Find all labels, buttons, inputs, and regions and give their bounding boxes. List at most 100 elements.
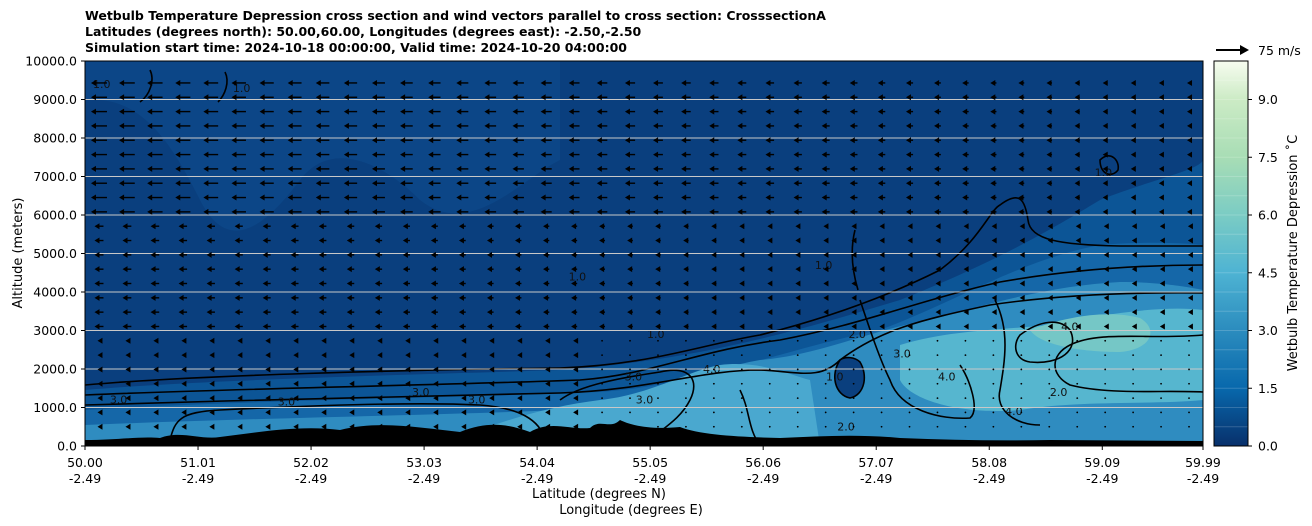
wind-vector-head bbox=[206, 266, 212, 273]
wind-vector-head bbox=[489, 409, 495, 416]
wind-vector-head bbox=[321, 380, 327, 387]
wind-vector-head bbox=[991, 309, 997, 316]
wind-vector-head bbox=[795, 323, 801, 330]
wind-vector-head bbox=[1103, 237, 1109, 244]
wind-vector-head bbox=[934, 180, 940, 187]
wind-vector-head bbox=[512, 151, 518, 158]
wind-vector-head bbox=[540, 137, 546, 144]
wind-vector-head bbox=[486, 323, 492, 330]
wind-vector-head bbox=[879, 266, 885, 273]
wind-vector-head bbox=[119, 94, 125, 101]
wind-vector-head bbox=[125, 380, 131, 387]
wind-vector-head bbox=[877, 180, 883, 187]
wind-vector bbox=[1020, 339, 1023, 342]
wind-vector-head bbox=[934, 194, 940, 201]
wind-vector-head bbox=[1159, 251, 1165, 258]
wind-vector bbox=[601, 397, 603, 399]
wind-vector-head bbox=[765, 79, 771, 86]
wind-vector-head bbox=[540, 122, 546, 129]
wind-vector bbox=[685, 382, 687, 385]
wind-vector-head bbox=[94, 237, 100, 244]
wind-vector-head bbox=[484, 94, 490, 101]
wind-vector-head bbox=[681, 108, 687, 115]
wind-vector-head bbox=[237, 352, 243, 359]
wind-vector-head bbox=[1158, 137, 1164, 144]
wind-vector-head bbox=[765, 151, 771, 158]
contour-label: 3.0 bbox=[468, 394, 486, 407]
wind-vector-head bbox=[823, 280, 829, 287]
wind-vector-head bbox=[851, 294, 857, 301]
wind-vector-head bbox=[372, 180, 378, 187]
wind-vector-head bbox=[290, 237, 296, 244]
wind-vector-head bbox=[377, 409, 383, 416]
wind-vector-head bbox=[1130, 108, 1136, 115]
wind-vector bbox=[1048, 354, 1051, 357]
wind-vector-head bbox=[484, 122, 490, 129]
wind-vector-head bbox=[934, 151, 940, 158]
x-axis-label-longitude: Longitude (degrees E) bbox=[559, 503, 703, 518]
wind-vector-head bbox=[237, 380, 243, 387]
wind-vector-head bbox=[428, 194, 434, 201]
wind-vector-head bbox=[94, 323, 100, 330]
wind-vector-head bbox=[349, 352, 355, 359]
wind-vector-head bbox=[372, 194, 378, 201]
wind-vector-head bbox=[290, 251, 296, 258]
wind-vector-head bbox=[681, 208, 687, 215]
wind-vector-head bbox=[428, 79, 434, 86]
wind-vector bbox=[1104, 354, 1107, 357]
wind-vector-head bbox=[400, 94, 406, 101]
gridlines bbox=[85, 99, 1203, 408]
wind-vector-head bbox=[97, 366, 103, 373]
wind-vector-head bbox=[991, 280, 997, 287]
wind-vector-head bbox=[456, 151, 462, 158]
wind-vector-head bbox=[377, 395, 383, 402]
wind-vector-head bbox=[178, 251, 184, 258]
wind-vector-head bbox=[573, 395, 579, 402]
wind-vector-head bbox=[1103, 223, 1109, 230]
wind-vector-head bbox=[287, 165, 293, 172]
wind-vector-head bbox=[374, 251, 380, 258]
wind-vector-head bbox=[1047, 323, 1053, 330]
wind-vector-head bbox=[318, 237, 324, 244]
wind-vector-head bbox=[259, 151, 265, 158]
wind-vector-head bbox=[1074, 94, 1080, 101]
wind-vector-head bbox=[150, 294, 156, 301]
wind-vector-head bbox=[97, 337, 103, 344]
wind-vector bbox=[1160, 382, 1162, 385]
wind-vector-head bbox=[458, 309, 464, 316]
wind-vector-head bbox=[599, 223, 605, 230]
wind-vector-head bbox=[877, 137, 883, 144]
wind-vector-head bbox=[1047, 309, 1053, 316]
contour-15 bbox=[217, 71, 228, 103]
wind-vector-head bbox=[515, 294, 521, 301]
wind-vector-head bbox=[851, 323, 857, 330]
wind-vector-head bbox=[90, 122, 96, 129]
wind-vector-head bbox=[262, 280, 268, 287]
wind-vector bbox=[1076, 411, 1079, 414]
x-tick-label-latitude: 59.99 bbox=[1185, 455, 1221, 470]
wind-vector bbox=[712, 382, 715, 385]
wind-vector-head bbox=[1075, 237, 1081, 244]
wind-vector-head bbox=[573, 352, 579, 359]
wind-vector-head bbox=[1159, 323, 1165, 330]
wind-vector-head bbox=[122, 280, 128, 287]
wind-vector-head bbox=[147, 108, 153, 115]
contour-label: 1.0 bbox=[1095, 167, 1113, 180]
wind-vector bbox=[1076, 339, 1079, 342]
wind-vector-head bbox=[963, 223, 969, 230]
wind-vector bbox=[685, 339, 687, 342]
wind-vector-head bbox=[1074, 180, 1080, 187]
wind-vector-head bbox=[377, 337, 383, 344]
wind-vector bbox=[685, 354, 687, 357]
wind-vector-head bbox=[209, 352, 215, 359]
wind-vector-head bbox=[877, 208, 883, 215]
wind-vector-head bbox=[178, 237, 184, 244]
wind-vector-head bbox=[683, 294, 689, 301]
wind-vector-head bbox=[315, 151, 321, 158]
wind-vector bbox=[629, 354, 631, 357]
contour-label: 3.0 bbox=[412, 386, 430, 399]
wind-vector-head bbox=[765, 137, 771, 144]
wind-vector-head bbox=[318, 280, 324, 287]
wind-vector-head bbox=[122, 323, 128, 330]
wind-vector-head bbox=[935, 323, 941, 330]
